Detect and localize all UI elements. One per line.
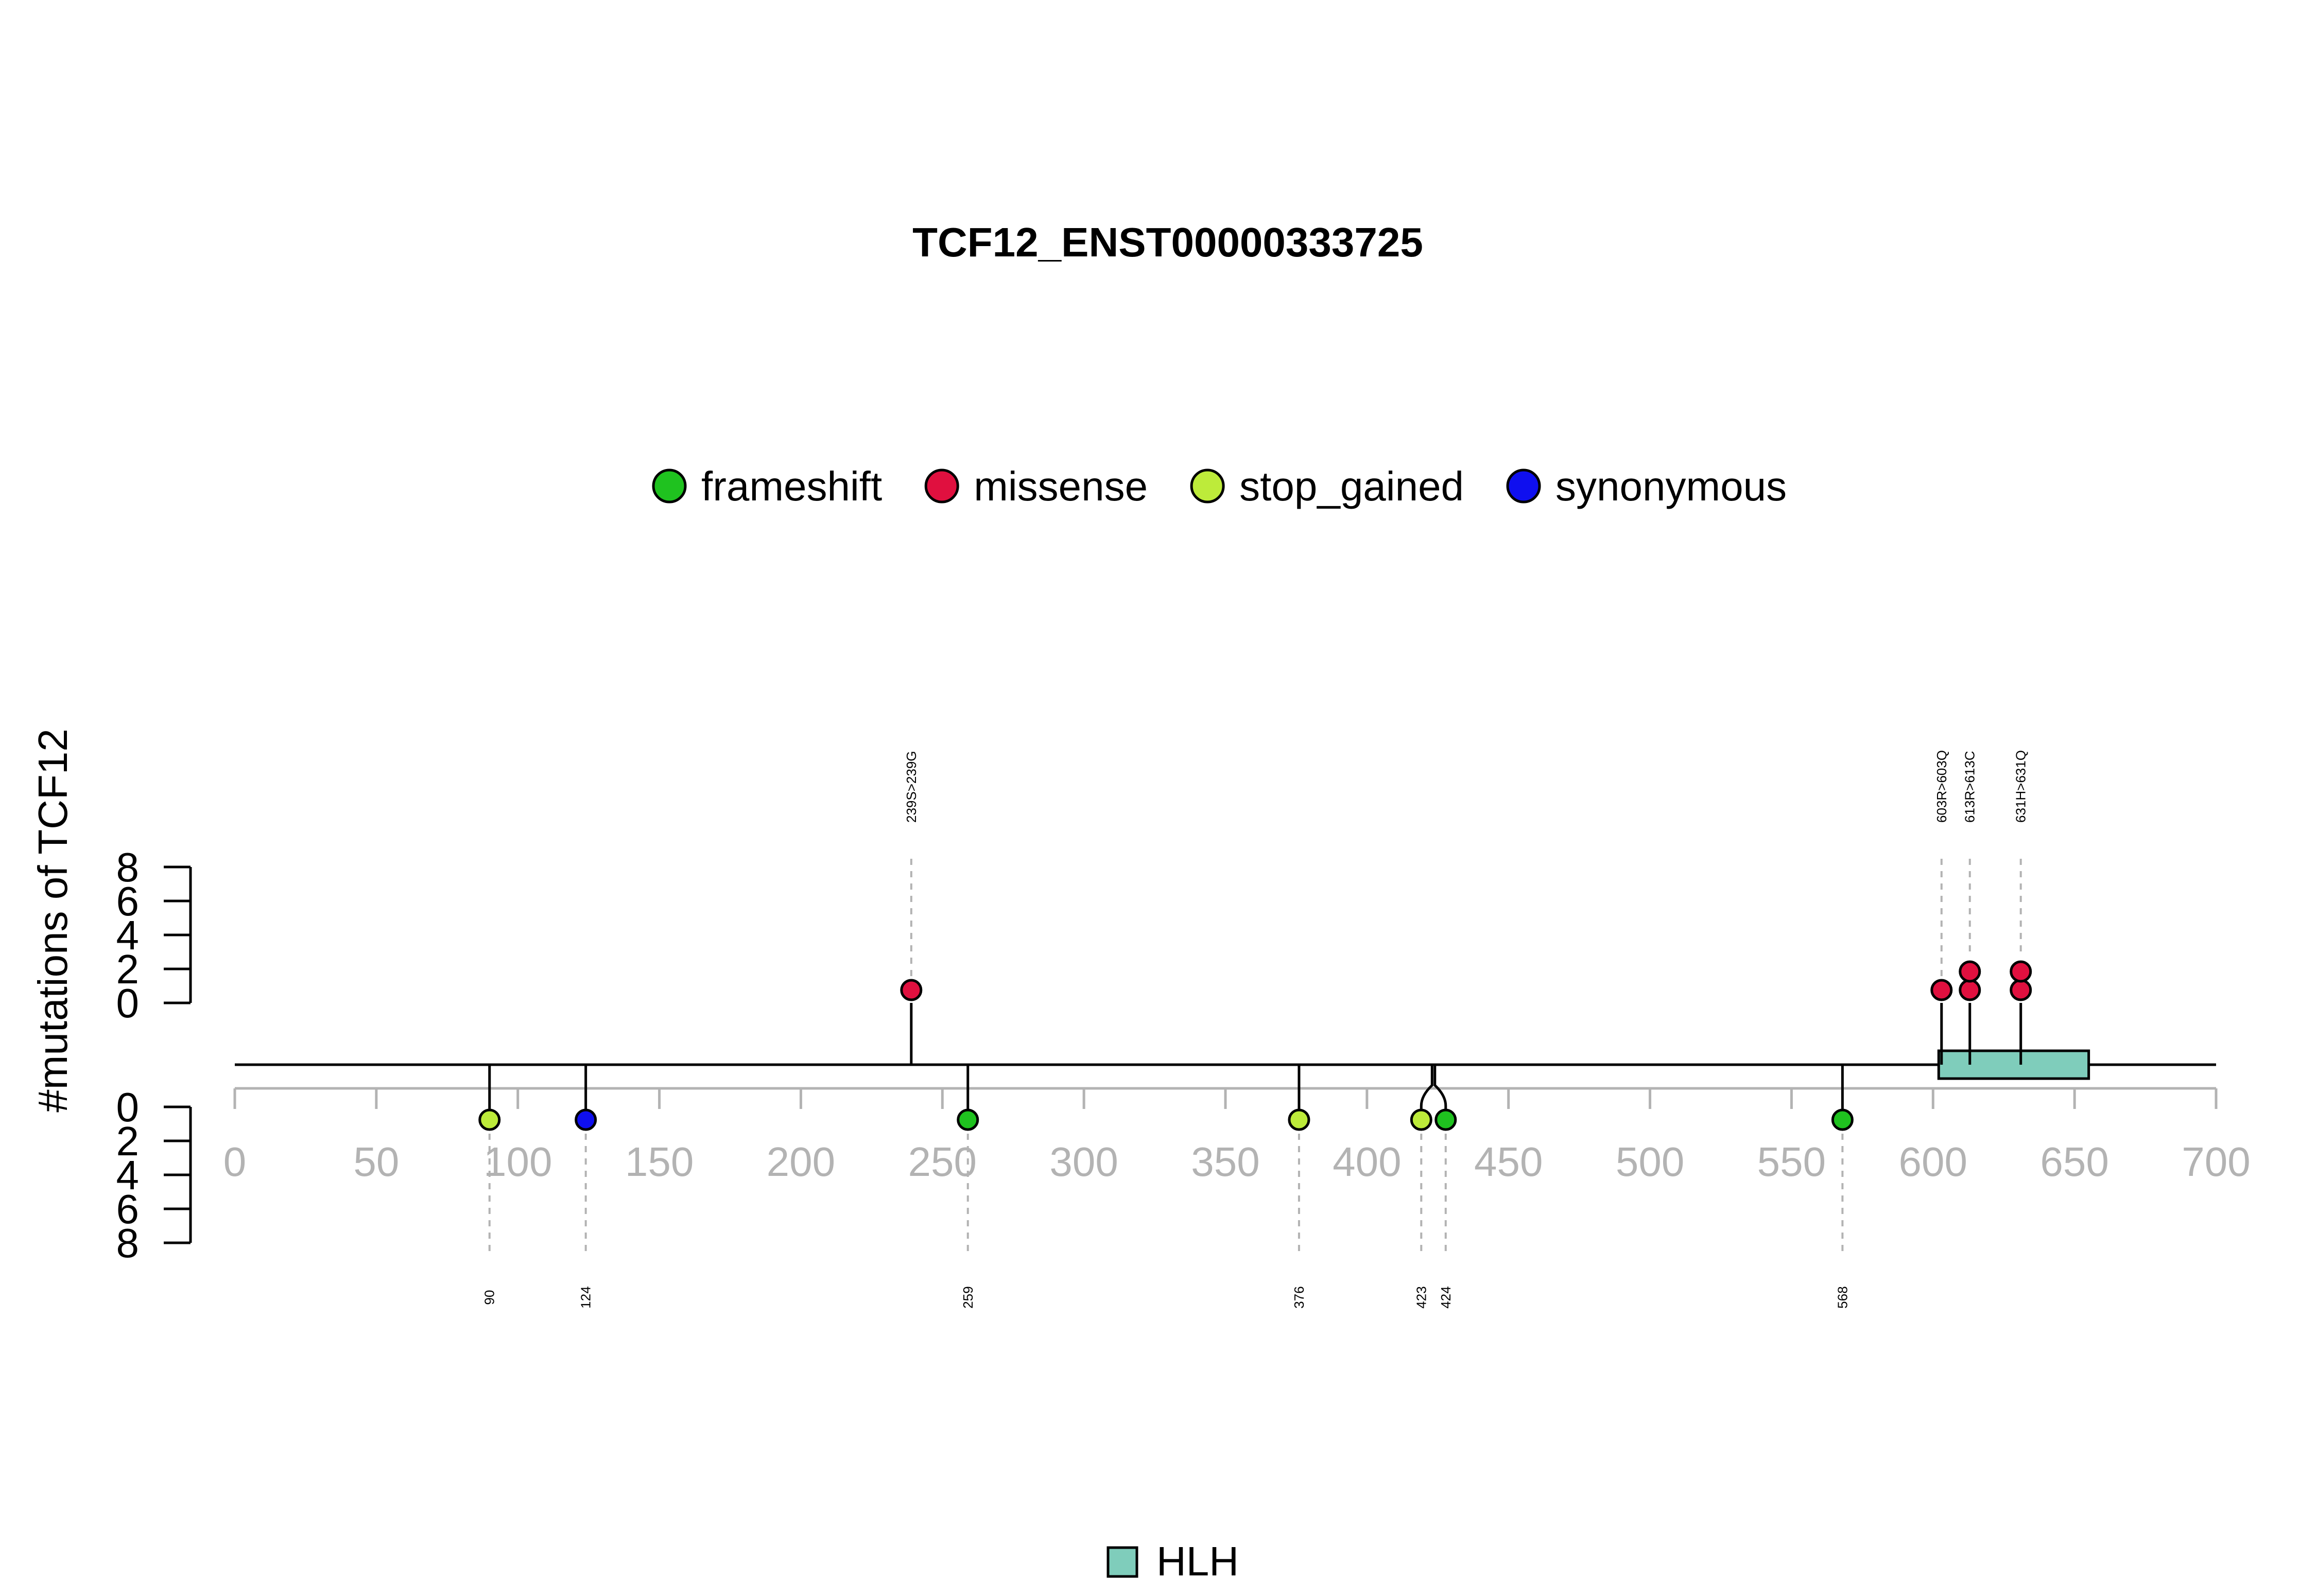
x-tick-label-500: 500	[1616, 1139, 1684, 1185]
legend-marker-missense	[924, 469, 959, 504]
yaxis-top-tick-label-6: 6	[116, 878, 140, 924]
lollipop-head-missense	[900, 979, 923, 1001]
lollipop-head-stop_gained	[478, 1108, 501, 1131]
legend-label-missense: missense	[974, 463, 1148, 509]
x-axis: 0 50 100 150 200 250 300 350 400 450 500 550 600 650 7…	[223, 1087, 2251, 1185]
mutation-label-259: 259	[960, 1286, 976, 1308]
lollipop-bottom-376: 376	[1288, 1065, 1310, 1309]
lollipop-bottom-90: 90	[478, 1065, 501, 1305]
x-tick-label-600: 600	[1899, 1139, 1967, 1185]
mutation-label-568: 568	[1835, 1286, 1850, 1308]
lollipop-bottom-568: 568	[1831, 1065, 1854, 1309]
protein-domains	[1937, 1049, 2090, 1080]
yaxis-bottom-tick-label-0: 0	[116, 1084, 140, 1130]
yaxis-bottom-tick-label-8: 8	[116, 1220, 140, 1266]
domain-legend-label: HLH	[1156, 1538, 1239, 1584]
yaxis-top-tick-label-4: 4	[116, 912, 140, 958]
legend-label-frameshift: frameshift	[701, 463, 882, 509]
x-tick-label-250: 250	[908, 1139, 977, 1185]
lollipop-bottom-259: 259	[957, 1065, 979, 1309]
lollipop-top-631: 631H>631Q	[2010, 750, 2032, 1065]
mutation-label-603: 603R>603Q	[1934, 750, 1949, 823]
mutation-label-613: 613R>613C	[1962, 751, 1978, 823]
lollipops-top: 239S>239G 603R>603Q 613R>613C 631H>631Q	[900, 750, 2032, 1065]
x-tick-label-300: 300	[1049, 1139, 1118, 1185]
lollipop-head-frameshift	[1434, 1108, 1457, 1131]
lollipop-head-stop_gained	[1410, 1108, 1432, 1131]
mutation-label-376: 376	[1291, 1286, 1307, 1308]
lollipop-head-missense	[1959, 960, 1981, 983]
legend-item-stop_gained: stop_gained	[1190, 463, 1464, 509]
legend-marker-frameshift	[652, 469, 687, 504]
lollipop-bottom-424: 424	[1433, 1065, 1457, 1309]
legend-item-synonymous: synonymous	[1506, 463, 1787, 509]
x-tick-label-450: 450	[1474, 1139, 1543, 1185]
lollipops-bottom: 90 124 259 376 423 424 568	[478, 1065, 1854, 1309]
lollipop-top-603: 603R>603Q	[1930, 750, 1953, 1065]
legend-item-frameshift: frameshift	[652, 463, 882, 509]
lollipop-head-missense	[1930, 979, 1953, 1001]
domain-legend-swatch	[1106, 1546, 1138, 1578]
lollipop-head-frameshift	[1831, 1108, 1854, 1131]
yaxis-top-tick-label-8: 8	[116, 844, 140, 890]
legend-label-synonymous: synonymous	[1555, 463, 1787, 509]
legend-marker-stop_gained	[1190, 469, 1225, 504]
lollipop-head-missense	[1959, 979, 1981, 1001]
x-tick-label-100: 100	[483, 1139, 552, 1185]
lollipop-head-missense	[2010, 979, 2032, 1001]
lollipop-head-synonymous	[575, 1108, 597, 1131]
lollipop-head-stop_gained	[1288, 1108, 1310, 1131]
y-axis-label: #mutations of TCF12	[30, 728, 76, 1113]
x-tick-label-200: 200	[767, 1139, 835, 1185]
legend-marker-synonymous	[1506, 469, 1541, 504]
x-tick-label-50: 50	[353, 1139, 399, 1185]
lollipop-stem	[1420, 1065, 1433, 1110]
x-tick-label-700: 700	[2182, 1139, 2250, 1185]
yaxis-bottom-tick-label-6: 6	[116, 1186, 140, 1232]
lollipop-top-239: 239S>239G	[900, 751, 923, 1065]
domain-legend-item-HLH: HLH	[1106, 1538, 1239, 1584]
domain-HLH	[1937, 1049, 2090, 1080]
mutation-label-124: 124	[578, 1286, 594, 1308]
yaxis-top-tick-label-2: 2	[116, 946, 140, 992]
lollipop-bottom-124: 124	[575, 1065, 597, 1309]
legend-label-stop_gained: stop_gained	[1239, 463, 1464, 509]
yaxis-top-tick-label-0: 0	[116, 980, 140, 1026]
mutation-label-90: 90	[482, 1290, 497, 1305]
x-tick-label-350: 350	[1191, 1139, 1259, 1185]
x-tick-label-550: 550	[1757, 1139, 1826, 1185]
legend-item-missense: missense	[924, 463, 1148, 509]
chart-title: TCF12_ENST00000333725	[912, 219, 1423, 265]
mutation-label-424: 424	[1438, 1286, 1454, 1308]
lollipop-stem	[1433, 1065, 1447, 1110]
x-tick-label-150: 150	[625, 1139, 694, 1185]
x-tick-label-400: 400	[1333, 1139, 1401, 1185]
mutation-label-423: 423	[1413, 1286, 1429, 1308]
mutation-label-239: 239S>239G	[904, 751, 919, 823]
lollipop-head-frameshift	[957, 1108, 979, 1131]
lollipop-bottom-423: 423	[1410, 1065, 1433, 1309]
domain-legend: HLH	[1106, 1538, 1239, 1584]
lollipop-head-missense	[2010, 960, 2032, 983]
lollipop-top-613: 613R>613C	[1959, 751, 1981, 1065]
x-tick-label-0: 0	[223, 1139, 247, 1185]
x-tick-label-650: 650	[2040, 1139, 2108, 1185]
yaxis-bottom-tick-label-4: 4	[116, 1152, 140, 1198]
mutation-label-631: 631H>631Q	[2013, 750, 2029, 823]
mutation-type-legend: frameshift missense stop_gained synonymous	[652, 463, 1787, 509]
yaxis-bottom-tick-label-2: 2	[116, 1118, 140, 1164]
